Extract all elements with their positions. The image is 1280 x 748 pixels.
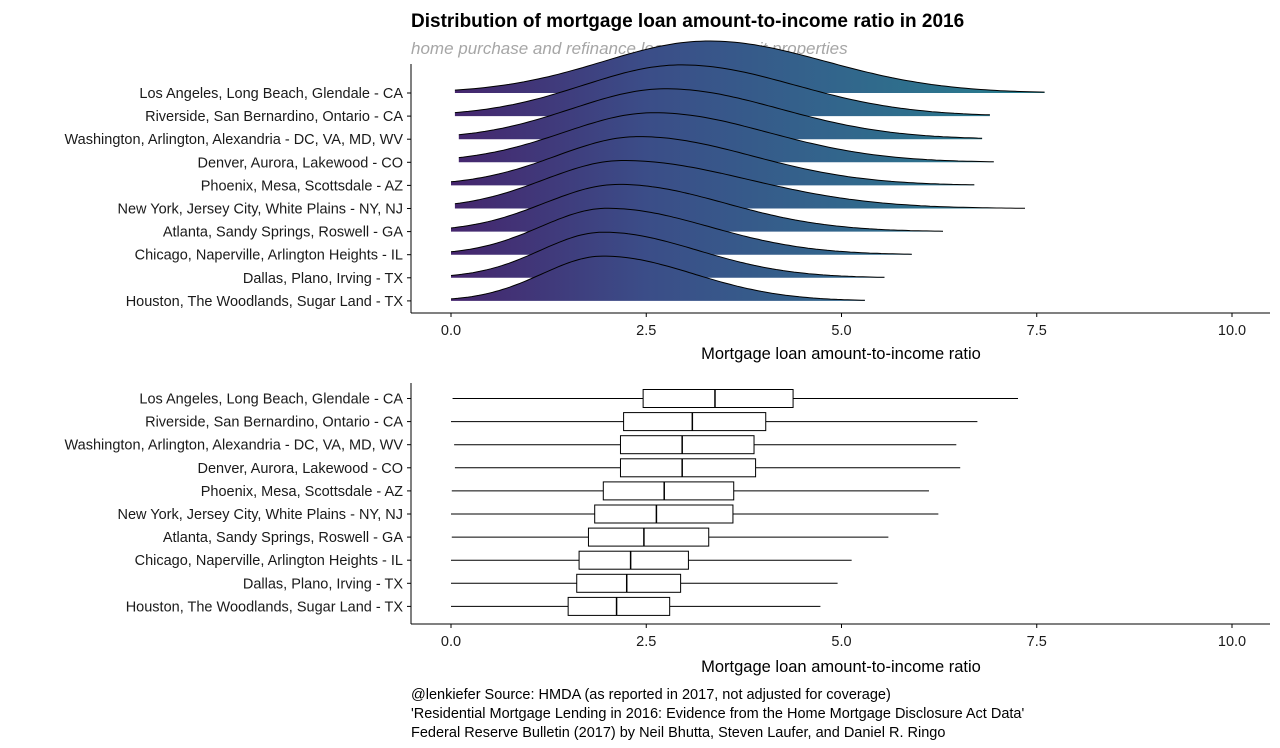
box-iqr bbox=[567, 596, 671, 616]
box-y-label: Chicago, Naperville, Arlington Heights -… bbox=[135, 553, 403, 569]
box-item bbox=[451, 481, 929, 501]
box-x-tick-label: 7.5 bbox=[1027, 634, 1047, 650]
box-iqr bbox=[619, 435, 755, 455]
box-item bbox=[451, 550, 852, 570]
ridge-outline bbox=[458, 88, 983, 139]
ridge-x-tick-label: 5.0 bbox=[831, 323, 851, 339]
box-y-label: Washington, Arlington, Alexandria - DC, … bbox=[65, 438, 404, 454]
ridge-y-label: Atlanta, Sandy Springs, Roswell - GA bbox=[163, 225, 403, 241]
box-y-label: Houston, The Woodlands, Sugar Land - TX bbox=[126, 599, 404, 615]
ridge-y-label: Los Angeles, Long Beach, Glendale - CA bbox=[139, 86, 403, 102]
box-item bbox=[451, 573, 838, 593]
ridge-x-tick-label: 10.0 bbox=[1218, 323, 1246, 339]
ridgeline-panel: Los Angeles, Long Beach, Glendale - CA Ri… bbox=[65, 40, 1270, 363]
box-y-label: New York, Jersey City, White Plains - NY… bbox=[117, 507, 403, 523]
box-iqr bbox=[587, 527, 710, 547]
ridge-y-label: Denver, Aurora, Lakewood - CO bbox=[197, 155, 403, 171]
box-iqr bbox=[642, 389, 794, 408]
ridge-outline bbox=[450, 207, 912, 255]
ridge-outline bbox=[454, 40, 1045, 93]
box-x-tick-label: 5.0 bbox=[831, 634, 851, 650]
box-item bbox=[452, 389, 1019, 408]
chart-title: Distribution of mortgage loan amount-to-… bbox=[411, 11, 964, 32]
box-item bbox=[454, 458, 961, 478]
box-iqr bbox=[578, 550, 689, 570]
ridge-y-label: Washington, Arlington, Alexandria - DC, … bbox=[65, 132, 404, 148]
box-iqr bbox=[602, 481, 735, 501]
box-y-label: Dallas, Plano, Irving - TX bbox=[243, 576, 403, 592]
box-iqr bbox=[619, 458, 757, 478]
ridge-y-label: Riverside, San Bernardino, Ontario - CA bbox=[145, 109, 403, 125]
ridge-outline bbox=[450, 183, 944, 232]
box-iqr bbox=[594, 504, 734, 524]
caption-line-1: @lenkiefer Source: HMDA (as reported in … bbox=[411, 687, 891, 703]
box-y-label: Phoenix, Mesa, Scottsdale - AZ bbox=[201, 484, 403, 500]
box-y-label: Los Angeles, Long Beach, Glendale - CA bbox=[139, 392, 403, 408]
box-iqr bbox=[576, 573, 682, 593]
ridge-y-label: Chicago, Naperville, Arlington Heights -… bbox=[135, 248, 403, 264]
ridge-y-label: Dallas, Plano, Irving - TX bbox=[243, 271, 403, 287]
ridge-outline bbox=[450, 136, 975, 186]
ridge-y-label: Houston, The Woodlands, Sugar Land - TX bbox=[126, 294, 404, 310]
ridge-x-tick-label: 0.0 bbox=[441, 323, 461, 339]
box-x-axis-title: Mortgage loan amount-to-income ratio bbox=[701, 658, 981, 676]
box-item bbox=[451, 527, 889, 547]
caption-line-2: 'Residential Mortgage Lending in 2016: E… bbox=[411, 706, 1024, 722]
ridge-outline bbox=[454, 160, 1025, 209]
box-y-label: Atlanta, Sandy Springs, Roswell - GA bbox=[163, 530, 403, 546]
boxplot-panel: Los Angeles, Long Beach, Glendale - CA Ri… bbox=[65, 383, 1270, 676]
box-x-tick-label: 10.0 bbox=[1218, 634, 1246, 650]
box-item bbox=[451, 412, 978, 432]
ridge-outline bbox=[450, 231, 885, 278]
ridge-outline bbox=[454, 64, 990, 116]
box-item bbox=[454, 435, 957, 455]
ridge-x-tick-label: 2.5 bbox=[636, 323, 656, 339]
box-y-label: Riverside, San Bernardino, Ontario - CA bbox=[145, 415, 403, 431]
box-item bbox=[451, 596, 821, 616]
ridge-x-axis-title: Mortgage loan amount-to-income ratio bbox=[701, 345, 981, 363]
box-x-tick-label: 0.0 bbox=[441, 634, 461, 650]
ridge-fill bbox=[451, 256, 865, 301]
ridge-y-label: New York, Jersey City, White Plains - NY… bbox=[117, 202, 403, 218]
box-y-label: Denver, Aurora, Lakewood - CO bbox=[197, 461, 403, 477]
ridge-y-label: Phoenix, Mesa, Scottsdale - AZ bbox=[201, 178, 403, 194]
ridge-x-tick-label: 7.5 bbox=[1027, 323, 1047, 339]
ridge-outline bbox=[458, 112, 994, 163]
caption-line-3: Federal Reserve Bulletin (2017) by Neil … bbox=[411, 725, 945, 741]
box-item bbox=[451, 504, 939, 524]
box-x-tick-label: 2.5 bbox=[636, 634, 656, 650]
ridge-outline bbox=[450, 255, 865, 301]
box-iqr bbox=[623, 412, 767, 432]
